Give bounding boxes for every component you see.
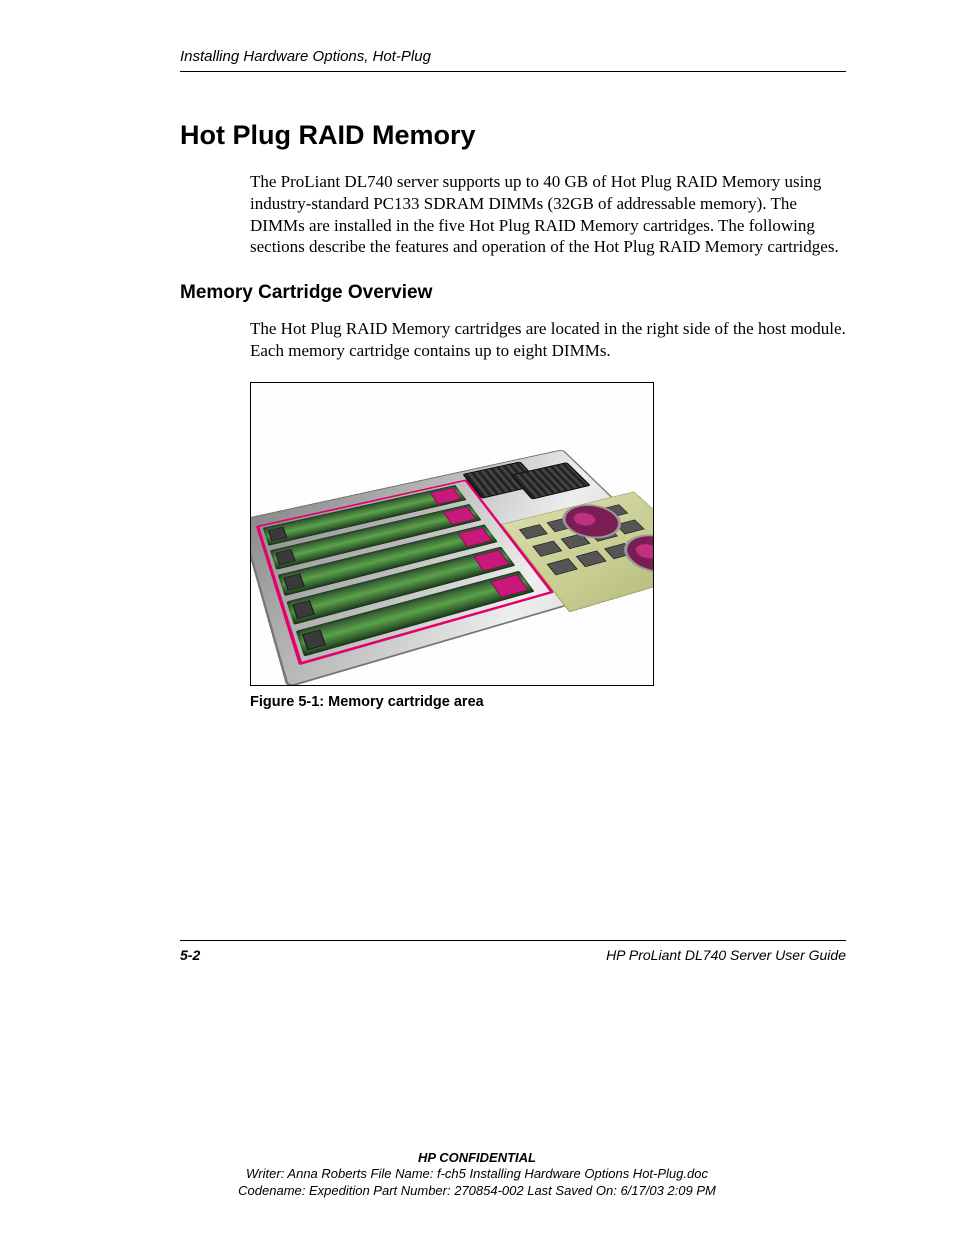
section-title: Hot Plug RAID Memory — [180, 120, 846, 151]
figure-caption: Figure 5-1: Memory cartridge area — [250, 694, 846, 710]
figure-image — [250, 382, 654, 686]
confidential-title: HP CONFIDENTIAL — [0, 1150, 954, 1166]
page-number: 5-2 — [180, 947, 200, 963]
subsection-title: Memory Cartridge Overview — [180, 282, 846, 304]
footer-rule — [180, 940, 846, 941]
confidential-block: HP CONFIDENTIAL Writer: Anna Roberts Fil… — [0, 1150, 954, 1199]
intro-paragraph: The ProLiant DL740 server supports up to… — [250, 171, 846, 258]
confidential-line-3: Codename: Expedition Part Number: 270854… — [0, 1183, 954, 1199]
doc-title-footer: HP ProLiant DL740 Server User Guide — [606, 947, 846, 963]
figure: Figure 5-1: Memory cartridge area — [250, 382, 846, 710]
confidential-line-2: Writer: Anna Roberts File Name: f-ch5 In… — [0, 1166, 954, 1182]
page-footer: 5-2 HP ProLiant DL740 Server User Guide — [180, 940, 846, 963]
running-head: Installing Hardware Options, Hot-Plug — [180, 48, 846, 65]
header-rule — [180, 71, 846, 72]
subsection-paragraph: The Hot Plug RAID Memory cartridges are … — [250, 318, 846, 362]
